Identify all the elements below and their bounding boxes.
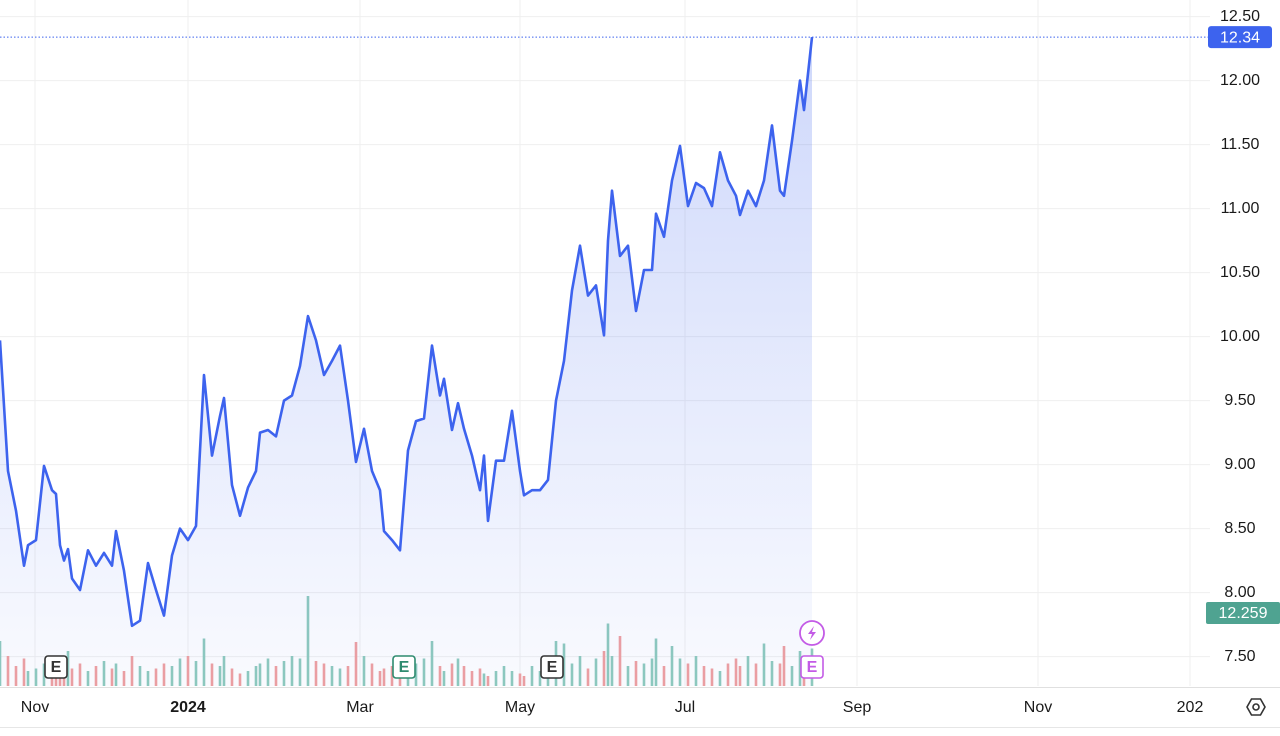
y-tick-label: 12.00 (1220, 72, 1260, 89)
y-tick-label: 10.50 (1220, 264, 1260, 281)
x-tick-label: Jul (675, 699, 695, 716)
event-box[interactable] (44, 655, 68, 679)
y-tick-label: 9.00 (1224, 456, 1255, 473)
secondary-price-tag (1206, 602, 1280, 624)
event-marker[interactable]: E (392, 655, 416, 679)
settings-dot[interactable] (1252, 703, 1260, 711)
event-box[interactable] (800, 655, 824, 679)
event-box[interactable] (540, 655, 564, 679)
x-tick-label: Nov (21, 699, 49, 716)
event-icon[interactable] (799, 620, 825, 646)
y-tick-label: 9.50 (1224, 392, 1255, 409)
y-tick-label: 7.50 (1224, 648, 1255, 665)
labels: 7.50 8.00 8.50 9.00 9.50 10.00 10.50 11.00 11.50… (21, 8, 1260, 716)
x-tick-label: 2024 (170, 699, 206, 716)
event-label[interactable]: E (51, 659, 62, 676)
price-layer (0, 36, 814, 687)
y-tick-label: 12.50 (1220, 8, 1260, 25)
event-label[interactable]: E (399, 659, 410, 676)
x-tick-label: Mar (346, 699, 374, 716)
y-tick-label: 10.00 (1220, 328, 1260, 345)
x-tick-label: May (505, 699, 535, 716)
event-marker[interactable]: E (540, 655, 564, 679)
event-label[interactable]: E (807, 659, 818, 676)
event-marker[interactable]: E (44, 655, 68, 679)
event-icon-bolt (808, 626, 816, 640)
secondary-price-label: 12.259 (1219, 605, 1268, 622)
x-tick-label: 202 (1177, 699, 1204, 716)
price-line (0, 36, 814, 628)
event-label[interactable]: E (547, 659, 558, 676)
last-price-label: 12.34 (1220, 29, 1260, 46)
last-price-tag (1208, 26, 1272, 49)
y-tick-label: 8.00 (1224, 584, 1255, 601)
price-area (0, 37, 812, 687)
y-tick-label: 8.50 (1224, 520, 1255, 537)
x-tick-label: Sep (843, 699, 872, 716)
x-tick-label: Nov (1024, 699, 1052, 716)
event-marker[interactable]: E (800, 655, 824, 679)
y-tick-label: 11.00 (1221, 200, 1260, 217)
settings-icon[interactable] (1246, 698, 1266, 716)
y-tick-label: 11.50 (1221, 136, 1260, 153)
settings-hexagon[interactable] (1246, 698, 1266, 716)
event-box[interactable] (392, 655, 416, 679)
